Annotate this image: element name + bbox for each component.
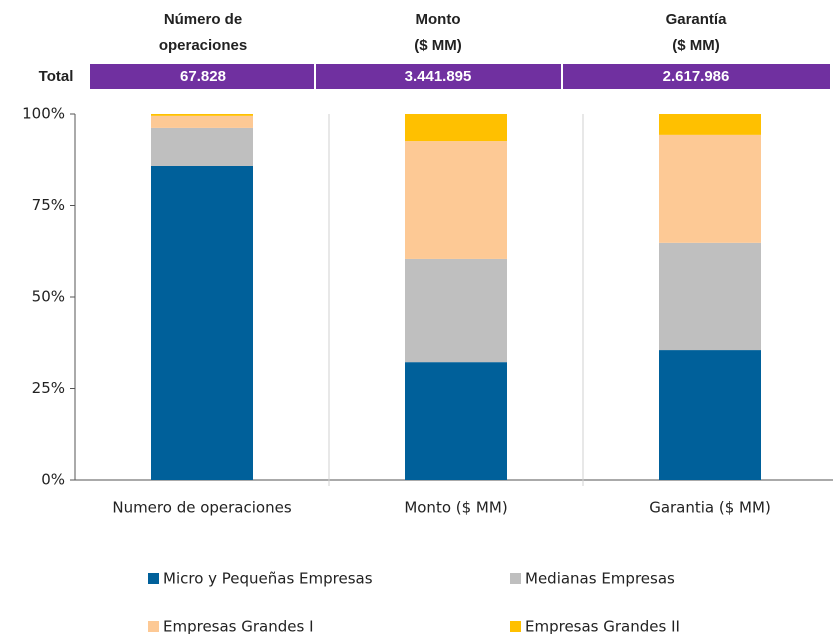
legend-label: Empresas Grandes II (525, 618, 680, 635)
y-tick-label: 100% (22, 105, 65, 123)
bar-segment (405, 141, 507, 259)
y-tick-label: 25% (32, 379, 65, 397)
header-title: Monto (416, 11, 461, 28)
header-total: 2.617.986 (663, 68, 730, 85)
bar-segment (659, 350, 761, 480)
y-tick-label: 75% (32, 196, 65, 214)
legend-label: Empresas Grandes I (163, 618, 314, 635)
header-title: Garantía (666, 11, 728, 28)
bar-segment (151, 114, 253, 116)
header-total: 3.441.895 (405, 68, 472, 85)
legend-label: Micro y Pequeñas Empresas (163, 570, 373, 588)
bar-segment (659, 114, 761, 135)
y-tick-label: 50% (32, 288, 65, 306)
bar-segment (151, 127, 253, 166)
bar-segment (405, 362, 507, 480)
header-band (90, 64, 830, 89)
bar-segment (151, 115, 253, 128)
bar-segment (659, 242, 761, 351)
bar-segment (405, 114, 507, 142)
y-tick-label: 0% (41, 471, 65, 489)
legend-swatch (148, 573, 159, 584)
x-tick-label: Numero de operaciones (112, 499, 291, 517)
header-label: Total (39, 68, 74, 85)
legend-swatch (148, 621, 159, 632)
header-title: Número de (164, 11, 242, 28)
header-title: ($ MM) (672, 37, 720, 54)
bar-segment (659, 134, 761, 243)
x-tick-label: Garantia ($ MM) (649, 499, 771, 517)
x-tick-label: Monto ($ MM) (404, 499, 507, 517)
legend-swatch (510, 621, 521, 632)
legend-label: Medianas Empresas (525, 570, 675, 588)
bar-segment (151, 165, 253, 481)
header-title: ($ MM) (414, 37, 462, 54)
header-title: operaciones (159, 37, 247, 54)
header-total: 67.828 (180, 68, 226, 85)
legend-swatch (510, 573, 521, 584)
bar-segment (405, 258, 507, 363)
